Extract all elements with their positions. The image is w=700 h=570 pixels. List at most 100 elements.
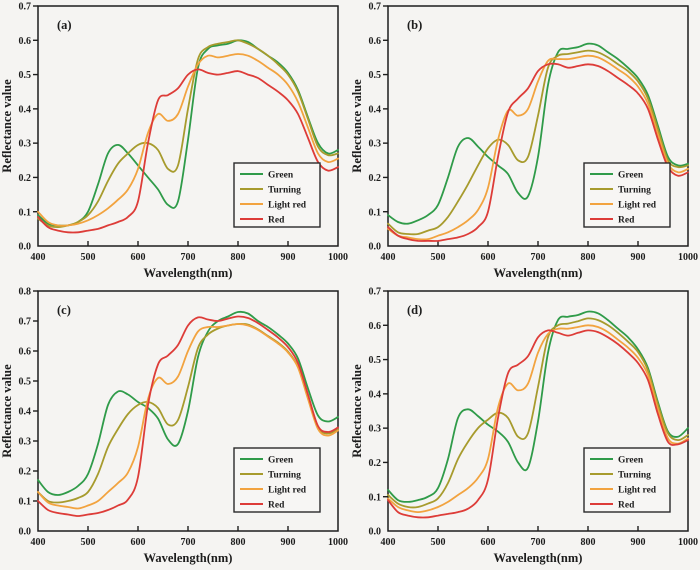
y-tick-label: 0.6: [369, 36, 382, 47]
y-tick-label: 0.0: [19, 242, 32, 253]
series-light-red-line: [37, 323, 339, 510]
x-tick-label: 500: [431, 537, 446, 548]
y-tick-label: 0.7: [369, 2, 382, 13]
series-turning-line: [37, 39, 339, 228]
x-axis-title: Wavelength(nm): [494, 551, 583, 565]
panel-label: (a): [57, 18, 72, 32]
x-axis-title: Wavelength(nm): [144, 551, 233, 565]
x-tick-label: 700: [531, 252, 546, 263]
x-tick-label: 900: [281, 537, 296, 548]
y-tick-label: 0.5: [369, 355, 382, 366]
x-tick-label: 900: [631, 252, 646, 263]
y-tick-label: 0.5: [369, 70, 382, 81]
y-axis-ticks: 0.0 0.1 0.2 0.3 0.4 0.5 0.6 0.7: [369, 287, 388, 538]
x-tick-label: 1000: [328, 537, 348, 548]
y-tick-label: 0.3: [369, 424, 382, 435]
legend-label-red: Red: [268, 215, 285, 225]
legend-label-turning: Turning: [268, 185, 301, 195]
y-axis-ticks: 0.0 0.1 0.2 0.3 0.4 0.5 0.6 0.7: [369, 2, 388, 253]
series-red-line: [387, 329, 689, 519]
x-tick-label: 400: [381, 537, 396, 548]
x-axis-title: Wavelength(nm): [494, 266, 583, 280]
legend-label-turning: Turning: [618, 185, 651, 195]
panel-label: (b): [407, 18, 422, 32]
y-axis-title: Reflectance value: [0, 364, 14, 458]
y-tick-label: 0.2: [369, 458, 382, 469]
series-red-line: [37, 315, 339, 517]
series-light-red-line: [387, 324, 689, 513]
legend-label-green: Green: [618, 455, 644, 465]
panel-d: 0.0 0.1 0.2 0.3 0.4 0.5 0.6 0.7 400 500 600 700 800 9…: [350, 285, 700, 570]
x-tick-label: 500: [81, 252, 96, 263]
y-tick-label: 0.3: [369, 139, 382, 150]
panel-c-chart: 0.0 0.1 0.2 0.3 0.4 0.5 0.6 0.7 0.8 400 500 600 700 8…: [0, 287, 348, 565]
x-tick-label: 1000: [678, 537, 698, 548]
x-tick-label: 400: [31, 537, 46, 548]
legend: Green Turning Light red Red: [233, 447, 321, 513]
y-tick-label: 0.1: [369, 207, 382, 218]
y-axis-ticks: 0.0 0.1 0.2 0.3 0.4 0.5 0.6 0.7: [19, 2, 38, 253]
y-tick-label: 0.3: [19, 139, 32, 150]
y-axis-ticks: 0.0 0.1 0.2 0.3 0.4 0.5 0.6 0.7 0.8: [19, 287, 38, 538]
x-tick-label: 900: [281, 252, 296, 263]
panel-label: (c): [57, 303, 71, 317]
x-tick-label: 600: [131, 252, 146, 263]
y-tick-label: 0.1: [19, 207, 32, 218]
y-tick-label: 0.3: [19, 437, 32, 448]
y-tick-label: 0.4: [19, 104, 32, 115]
series-green-line: [37, 310, 339, 496]
y-tick-label: 0.2: [19, 173, 32, 184]
series-lines: [37, 39, 339, 234]
y-tick-label: 0.0: [369, 527, 382, 538]
legend-label-light-red: Light red: [618, 200, 657, 210]
x-tick-label: 1000: [328, 252, 348, 263]
y-axis-title: Reflectance value: [350, 364, 364, 458]
y-tick-label: 0.4: [369, 389, 382, 400]
x-tick-label: 500: [81, 537, 96, 548]
legend-label-green: Green: [618, 170, 644, 180]
x-tick-label: 800: [231, 537, 246, 548]
x-axis-ticks: 400 500 600 700 800 900 1000: [31, 241, 348, 263]
legend: Green Turning Light red Red: [583, 447, 671, 513]
series-red-line: [37, 68, 339, 234]
y-tick-label: 0.4: [19, 407, 32, 418]
legend-label-red: Red: [618, 215, 635, 225]
y-axis-title: Reflectance value: [0, 79, 14, 173]
y-tick-label: 0.1: [19, 497, 32, 508]
legend-label-turning: Turning: [618, 470, 651, 480]
series-light-red-line: [37, 53, 339, 227]
legend: Green Turning Light red Red: [583, 162, 671, 228]
y-tick-label: 0.2: [19, 467, 32, 478]
y-tick-label: 0.5: [19, 70, 32, 81]
legend-label-light-red: Light red: [268, 200, 307, 210]
y-axis-title: Reflectance value: [350, 79, 364, 173]
x-tick-label: 500: [431, 252, 446, 263]
y-tick-label: 0.7: [369, 287, 382, 298]
legend-label-red: Red: [618, 500, 635, 510]
legend-label-red: Red: [268, 500, 285, 510]
x-axis-ticks: 400 500 600 700 800 900 1000: [31, 526, 348, 548]
series-red-line: [387, 62, 689, 242]
x-tick-label: 800: [581, 537, 596, 548]
panel-a: 0.0 0.1 0.2 0.3 0.4 0.5 0.6 0.7 400 500 600 700 800 9…: [0, 0, 350, 285]
y-tick-label: 0.0: [369, 242, 382, 253]
x-axis-title: Wavelength(nm): [144, 266, 233, 280]
y-tick-label: 0.4: [369, 104, 382, 115]
panel-b: 0.0 0.1 0.2 0.3 0.4 0.5 0.6 0.7 400 500 600 700 800 9…: [350, 0, 700, 285]
legend-label-turning: Turning: [268, 470, 301, 480]
series-green-line: [37, 39, 339, 227]
panel-label: (d): [407, 303, 422, 317]
series-turning-line: [387, 317, 689, 509]
x-axis-ticks: 400 500 600 700 800 900 1000: [381, 241, 698, 263]
x-tick-label: 600: [481, 252, 496, 263]
series-green-line: [387, 42, 689, 225]
x-tick-label: 400: [31, 252, 46, 263]
legend-label-green: Green: [268, 170, 294, 180]
series-lines: [387, 310, 689, 519]
series-green-line: [387, 310, 689, 503]
x-tick-label: 700: [531, 537, 546, 548]
legend-label-green: Green: [268, 455, 294, 465]
legend-label-light-red: Light red: [268, 485, 307, 495]
y-tick-label: 0.5: [19, 377, 32, 388]
